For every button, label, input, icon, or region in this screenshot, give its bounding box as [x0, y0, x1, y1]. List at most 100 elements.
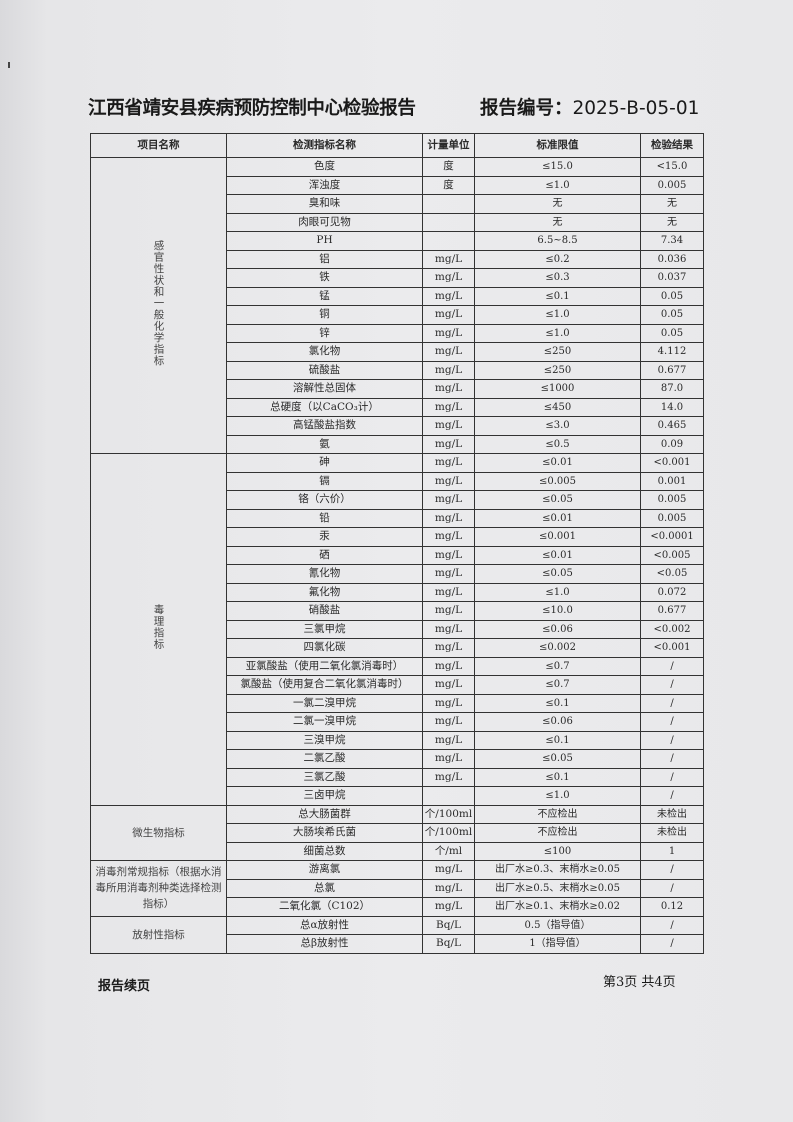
standard-limit: 出厂水≥0.5、末梢水≥0.05: [474, 878, 641, 898]
indicator-name: 总氯: [226, 878, 423, 898]
indicator-name: 亚氯酸盐（使用二氧化氯消毒时）: [226, 656, 423, 676]
standard-limit: 0.5（指导值）: [474, 915, 641, 935]
table-row: 总硬度（以CaCO₃计） mg/L ≤450 14.0: [91, 397, 704, 417]
unit: mg/L: [422, 416, 475, 436]
unit: [422, 231, 475, 251]
test-result: 0.677: [640, 360, 704, 380]
unit: [422, 786, 475, 806]
indicator-name: 锌: [226, 323, 423, 343]
indicator-name: 镉: [226, 471, 423, 491]
unit: 个/100ml: [422, 804, 475, 824]
standard-limit: ≤250: [474, 342, 641, 362]
category-cell: 感官性状和一般化学指标: [90, 157, 227, 454]
unit: mg/L: [422, 323, 475, 343]
indicator-name: 肉眼可见物: [226, 212, 423, 232]
standard-limit: ≤0.06: [474, 619, 641, 639]
standard-limit: 不应检出: [474, 823, 641, 843]
standard-limit: ≤0.05: [474, 749, 641, 769]
indicator-name: 总大肠菌群: [226, 804, 423, 824]
standard-limit: 出厂水≥0.3、末梢水≥0.05: [474, 860, 641, 880]
indicator-name: 铅: [226, 508, 423, 528]
indicator-name: 铬（六价）: [226, 490, 423, 510]
standard-limit: ≤0.1: [474, 767, 641, 787]
test-result: 0.001: [640, 471, 704, 491]
standard-limit: ≤0.01: [474, 508, 641, 528]
unit: mg/L: [422, 619, 475, 639]
category-cell: 放射性指标: [90, 915, 227, 954]
report-number-value: 2025-B-05-01: [572, 98, 700, 119]
standard-limit: ≤0.5: [474, 434, 641, 454]
unit: Bq/L: [422, 934, 475, 954]
indicator-name: 硒: [226, 545, 423, 565]
indicator-name: 总硬度（以CaCO₃计）: [226, 397, 423, 417]
table-row: 总β放射性 Bq/L 1（指导值） /: [91, 934, 704, 954]
standard-limit: 不应检出: [474, 804, 641, 824]
indicator-name: PH: [226, 231, 423, 251]
indicator-name: 铜: [226, 305, 423, 325]
unit: mg/L: [422, 638, 475, 658]
unit: 个/ml: [422, 841, 475, 861]
standard-limit: ≤100: [474, 841, 641, 861]
indicator-name: 氨: [226, 434, 423, 454]
test-result: /: [640, 712, 704, 732]
table-row: 浑浊度度 ≤1.0 0.005: [91, 175, 704, 195]
table-row: 硒 mg/L ≤0.01 <0.005: [91, 545, 704, 565]
table-row: 肉眼可见物 无无: [91, 212, 704, 232]
unit: mg/L: [422, 749, 475, 769]
indicator-name: 四氯化碳: [226, 638, 423, 658]
indicator-name: 溶解性总固体: [226, 379, 423, 399]
table-row: 大肠埃希氏菌 个/100ml 不应检出 未检出: [91, 823, 704, 843]
unit: mg/L: [422, 471, 475, 491]
standard-limit: ≤0.1: [474, 730, 641, 750]
indicator-name: 三卤甲烷: [226, 786, 423, 806]
table-row: 铅 mg/L ≤0.01 0.005: [91, 508, 704, 528]
standard-limit: ≤0.01: [474, 545, 641, 565]
table-row: 溶解性总固体 mg/L ≤1000 87.0: [91, 379, 704, 399]
indicator-name: 硫酸盐: [226, 360, 423, 380]
test-result: /: [640, 730, 704, 750]
indicator-name: 臭和味: [226, 194, 423, 214]
test-result: 0.005: [640, 490, 704, 510]
table-header-row: 项目名称 检测指标名称 计量单位 标准限值 检验结果: [90, 133, 704, 158]
report-number-label: 报告编号：: [480, 98, 573, 119]
table-body: 感官性状和一般化学指标 色度度 ≤15.0 <15.0 浑浊度度 ≤1.0 0.005 臭和味…: [90, 157, 704, 954]
test-result: /: [640, 934, 704, 954]
table-row: 感官性状和一般化学指标 色度度 ≤15.0 <15.0: [90, 157, 704, 454]
column-header: 检测指标名称: [226, 133, 423, 158]
indicator-name: 总α放射性: [226, 915, 423, 935]
test-result: 未检出: [640, 804, 704, 824]
indicator-name: 硝酸盐: [226, 601, 423, 621]
test-result: /: [640, 915, 704, 935]
standard-limit: 无: [474, 212, 641, 232]
category-name: 毒理指标: [152, 603, 165, 650]
table-row: 镉 mg/L ≤0.005 0.001: [91, 471, 704, 491]
unit: mg/L: [422, 508, 475, 528]
category-name: 感官性状和一般化学指标: [152, 239, 165, 367]
unit: [422, 212, 475, 232]
unit: mg/L: [422, 453, 475, 473]
column-header: 检验结果: [640, 133, 704, 158]
test-result: 0.05: [640, 305, 704, 325]
table-row: 铁 mg/L ≤0.3 0.037: [91, 268, 704, 288]
unit: mg/L: [422, 693, 475, 713]
unit: mg/L: [422, 582, 475, 602]
test-result: 0.072: [640, 582, 704, 602]
standard-limit: ≤0.05: [474, 564, 641, 584]
indicator-name: 锰: [226, 286, 423, 306]
category-cell: 毒理指标: [90, 453, 227, 806]
unit: mg/L: [422, 434, 475, 454]
unit: mg/L: [422, 360, 475, 380]
indicator-name: 一氯二溴甲烷: [226, 693, 423, 713]
category-name: 微生物指标: [132, 826, 185, 839]
standard-limit: ≤1.0: [474, 305, 641, 325]
standard-limit: ≤1000: [474, 379, 641, 399]
test-result: 0.465: [640, 416, 704, 436]
test-result: 0.036: [640, 249, 704, 269]
unit: 度: [422, 175, 475, 195]
test-result: /: [640, 878, 704, 898]
table-row: 放射性指标 总α放射性 Bq/L 0.5（指导值） /: [90, 915, 704, 954]
table-row: 铜 mg/L ≤1.0 0.05: [91, 305, 704, 325]
unit: Bq/L: [422, 915, 475, 935]
indicator-name: 二氯乙酸: [226, 749, 423, 769]
indicator-name: 铝: [226, 249, 423, 269]
